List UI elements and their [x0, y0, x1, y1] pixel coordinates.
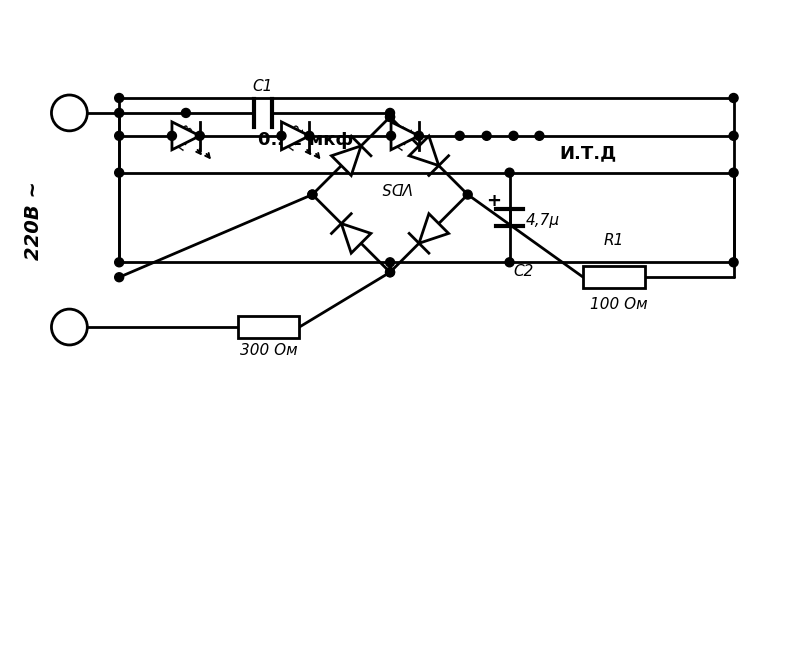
Text: 4,7μ: 4,7μ — [526, 213, 560, 229]
Circle shape — [51, 309, 87, 345]
Circle shape — [535, 131, 544, 140]
Text: HL1: HL1 — [393, 122, 417, 153]
Circle shape — [386, 109, 394, 117]
Circle shape — [505, 258, 514, 267]
Text: C2: C2 — [514, 264, 534, 279]
Circle shape — [729, 93, 738, 103]
Circle shape — [114, 168, 124, 177]
Circle shape — [308, 190, 317, 199]
Bar — [583, 266, 645, 288]
Circle shape — [386, 258, 394, 267]
Polygon shape — [391, 122, 419, 150]
Circle shape — [167, 131, 177, 140]
Circle shape — [308, 190, 317, 199]
Circle shape — [463, 190, 472, 199]
Circle shape — [414, 131, 423, 140]
Text: 100 Ом: 100 Ом — [590, 297, 648, 312]
Text: VDS: VDS — [379, 179, 411, 194]
Circle shape — [509, 131, 518, 140]
Polygon shape — [282, 122, 310, 150]
Polygon shape — [409, 136, 438, 165]
Text: HL3: HL3 — [174, 122, 198, 153]
Circle shape — [482, 131, 491, 140]
Circle shape — [114, 131, 124, 140]
Circle shape — [729, 258, 738, 267]
Circle shape — [195, 131, 204, 140]
Circle shape — [114, 109, 124, 117]
Circle shape — [114, 93, 124, 103]
Text: 300 Ом: 300 Ом — [240, 343, 298, 358]
Circle shape — [114, 258, 124, 267]
Text: 0.22 мкф: 0.22 мкф — [258, 131, 353, 149]
Circle shape — [386, 113, 394, 121]
Circle shape — [277, 131, 286, 140]
Circle shape — [305, 131, 314, 140]
Text: C1: C1 — [252, 79, 273, 94]
Circle shape — [455, 131, 464, 140]
Circle shape — [51, 95, 87, 131]
Text: И.Т.Д: И.Т.Д — [559, 145, 617, 163]
Circle shape — [729, 168, 738, 177]
Polygon shape — [331, 146, 361, 175]
Circle shape — [386, 131, 395, 140]
Circle shape — [386, 267, 394, 277]
Text: 220В ~: 220В ~ — [24, 181, 43, 260]
Circle shape — [114, 273, 124, 281]
Text: R1: R1 — [604, 233, 624, 248]
Polygon shape — [419, 213, 449, 243]
Text: HL2: HL2 — [283, 122, 307, 153]
Circle shape — [386, 113, 394, 121]
Text: +: + — [486, 191, 501, 209]
Bar — [238, 316, 299, 338]
Circle shape — [505, 168, 514, 177]
Circle shape — [386, 267, 394, 277]
Polygon shape — [342, 223, 371, 253]
Circle shape — [182, 109, 190, 117]
Circle shape — [729, 131, 738, 140]
Polygon shape — [172, 122, 200, 150]
